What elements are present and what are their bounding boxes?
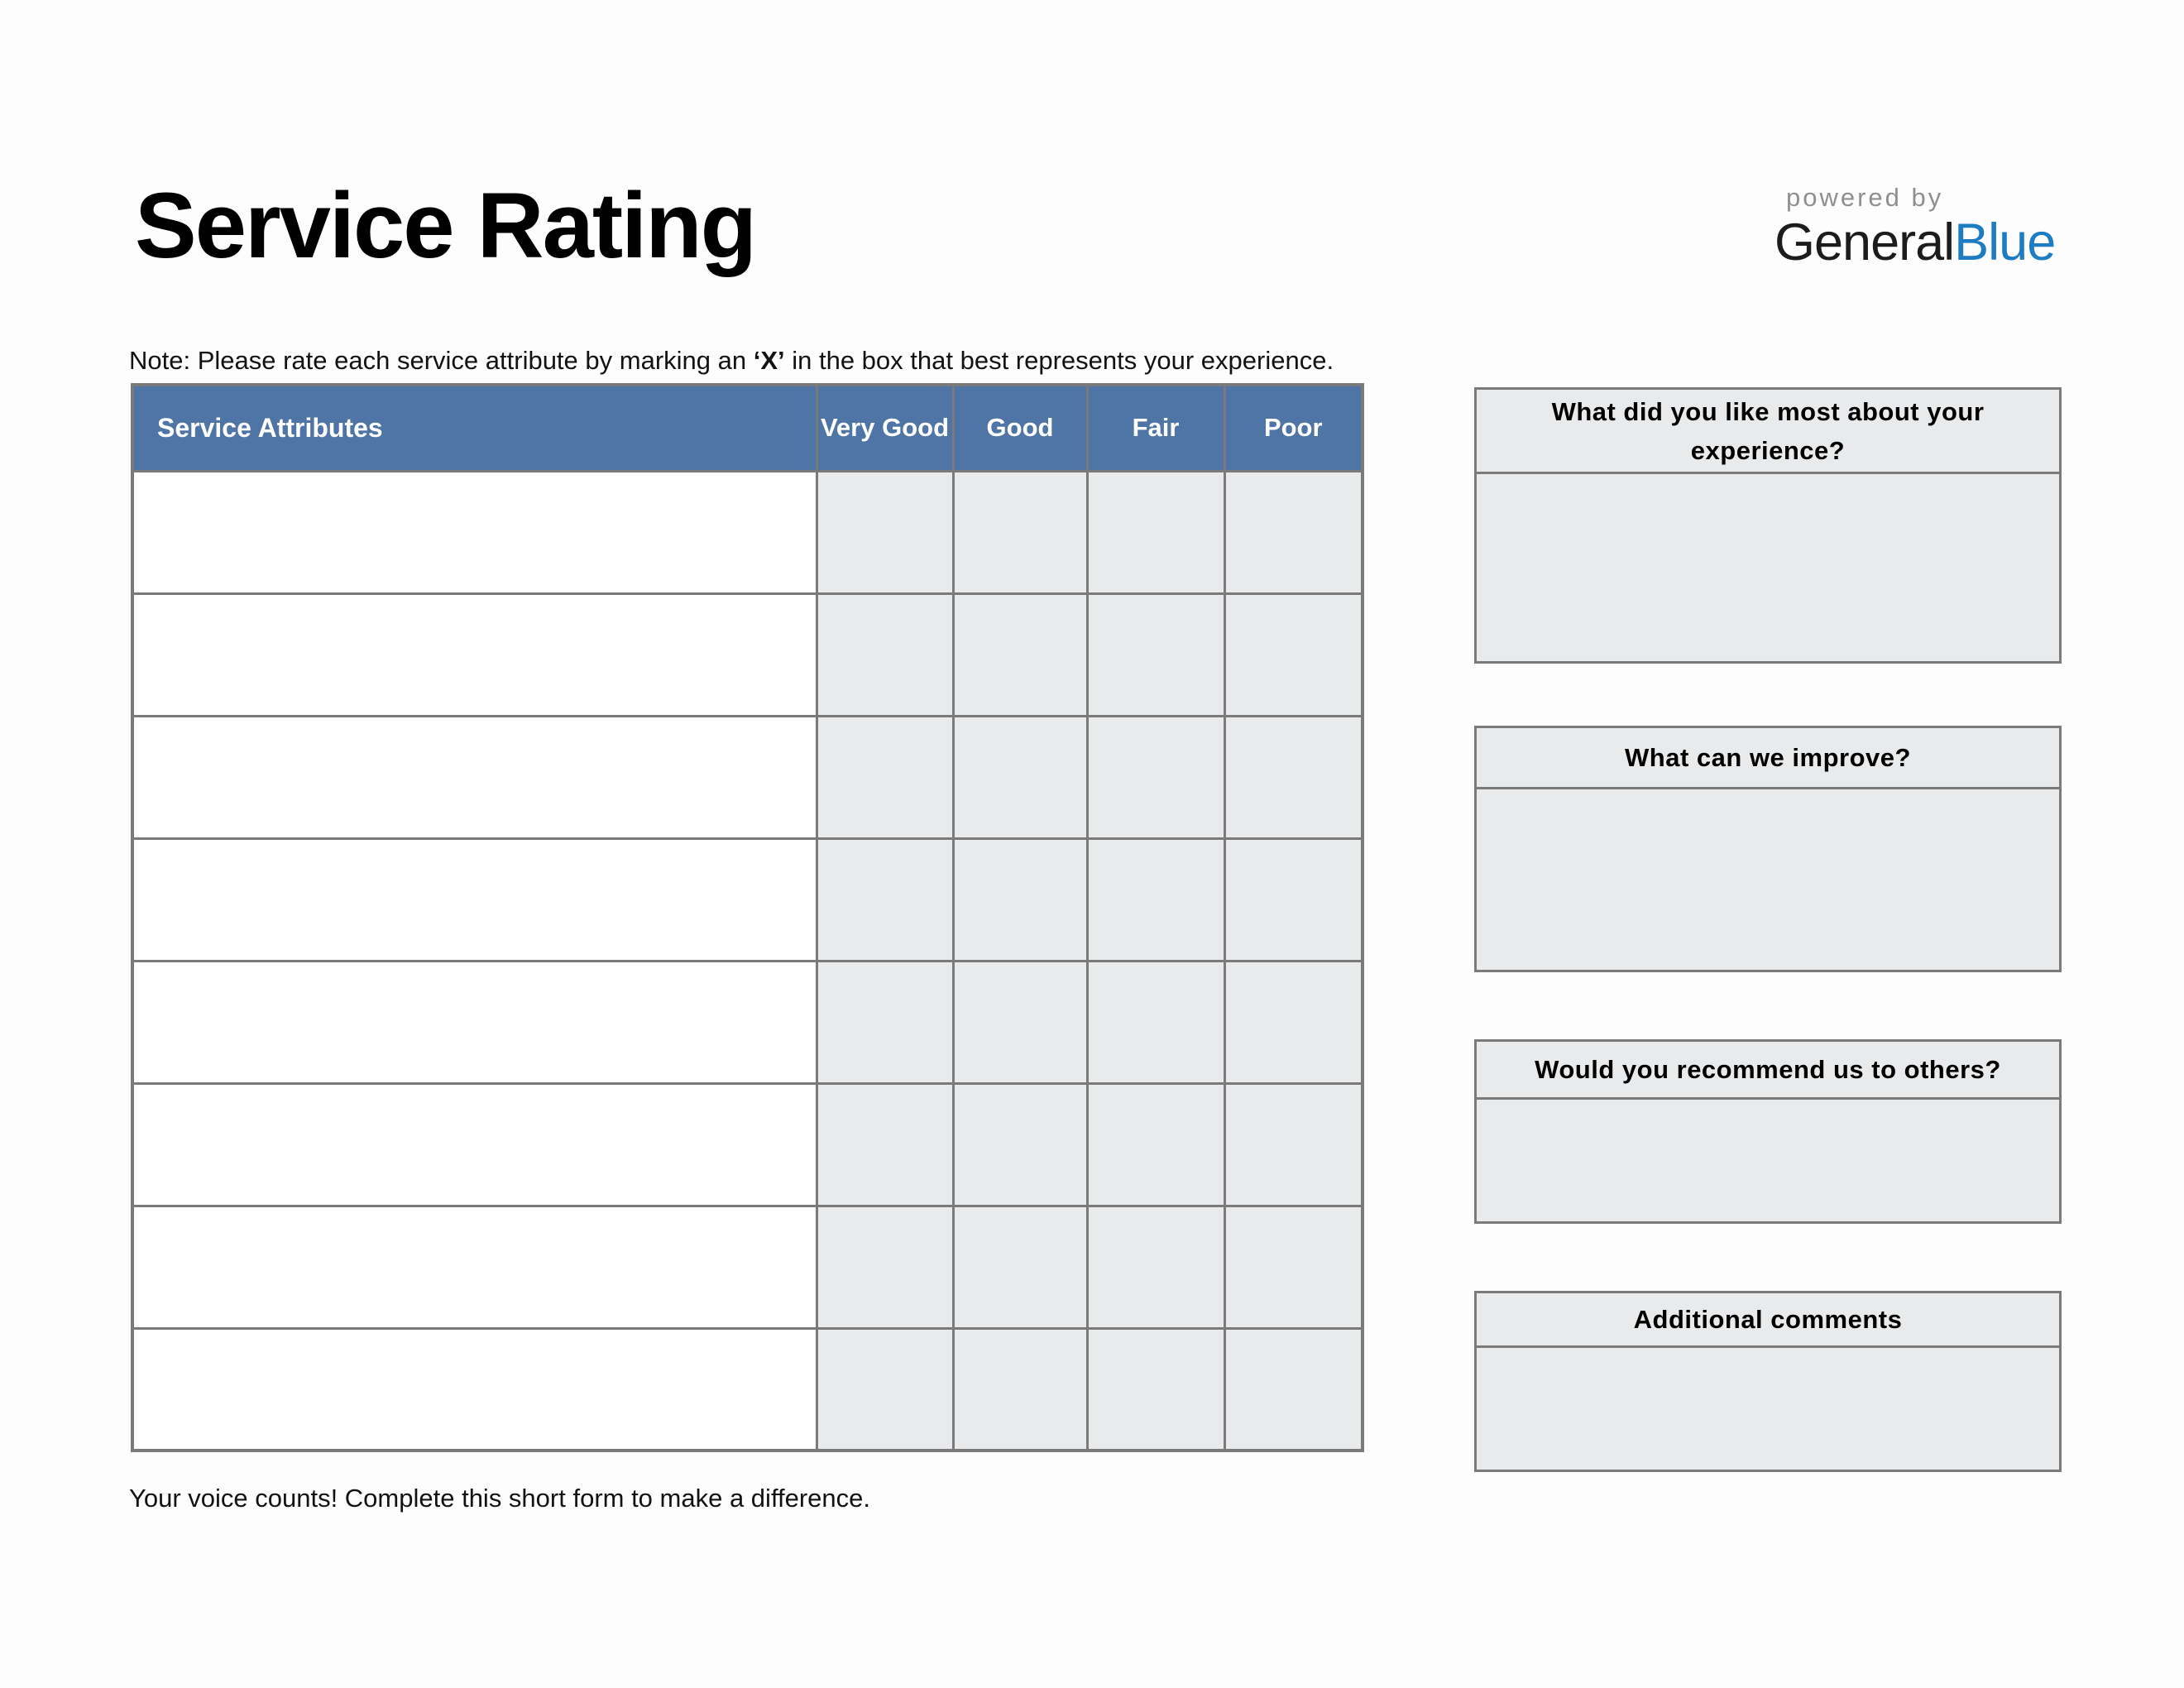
table-header-row: Service Attributes Very Good Good Fair P… — [131, 383, 1364, 472]
brand-general-text: General — [1774, 213, 1955, 271]
powered-by-label: powered by — [1786, 183, 1944, 212]
rating-cell-fair[interactable] — [1085, 714, 1226, 840]
column-header-service-attributes: Service Attributes — [131, 383, 818, 472]
general-blue-logo: powered by GeneralBlue — [1774, 183, 2056, 272]
rating-cell-fair[interactable] — [1085, 1081, 1226, 1207]
rating-cell-good[interactable] — [951, 714, 1089, 840]
rating-cell-fair[interactable] — [1085, 1204, 1226, 1330]
note-emphasis-x: ‘X’ — [753, 346, 785, 375]
rating-cell-good[interactable] — [951, 837, 1089, 962]
attribute-cell[interactable] — [131, 714, 818, 840]
rating-cell-poor[interactable] — [1223, 469, 1364, 595]
rating-cell-poor[interactable] — [1223, 714, 1364, 840]
rating-cell-poor[interactable] — [1223, 959, 1364, 1085]
table-row — [131, 1326, 1364, 1452]
rating-cell-good[interactable] — [951, 592, 1089, 717]
rating-cell-poor[interactable] — [1223, 1326, 1364, 1452]
table-row — [131, 959, 1364, 1085]
table-row — [131, 592, 1364, 717]
table-row — [131, 469, 1364, 595]
rating-cell-very-good[interactable] — [815, 959, 955, 1085]
rating-cell-fair[interactable] — [1085, 469, 1226, 595]
feedback-box-recommend: Would you recommend us to others? — [1474, 1039, 2062, 1224]
feedback-box-title: Would you recommend us to others? — [1477, 1042, 2059, 1100]
attribute-cell[interactable] — [131, 469, 818, 595]
table-row — [131, 1081, 1364, 1207]
rating-cell-poor[interactable] — [1223, 1204, 1364, 1330]
rating-cell-good[interactable] — [951, 1081, 1089, 1207]
attribute-cell[interactable] — [131, 837, 818, 962]
table-row — [131, 714, 1364, 840]
rating-cell-poor[interactable] — [1223, 592, 1364, 717]
rating-cell-good[interactable] — [951, 1204, 1089, 1330]
column-header-poor: Poor — [1223, 383, 1364, 472]
feedback-box-title: Additional comments — [1477, 1293, 2059, 1348]
attribute-cell[interactable] — [131, 1204, 818, 1330]
rating-cell-fair[interactable] — [1085, 837, 1226, 962]
rating-cell-good[interactable] — [951, 469, 1089, 595]
instruction-note: Note: Please rate each service attribute… — [129, 346, 1334, 376]
rating-cell-good[interactable] — [951, 959, 1089, 1085]
rating-cell-very-good[interactable] — [815, 592, 955, 717]
rating-cell-fair[interactable] — [1085, 592, 1226, 717]
column-header-good: Good — [951, 383, 1089, 472]
feedback-input-area[interactable] — [1477, 474, 2059, 661]
rating-cell-good[interactable] — [951, 1326, 1089, 1452]
rating-cell-very-good[interactable] — [815, 714, 955, 840]
brand-blue-text: Blue — [1954, 213, 2056, 271]
attribute-cell[interactable] — [131, 959, 818, 1085]
rating-cell-poor[interactable] — [1223, 837, 1364, 962]
note-prefix: Note: Please rate each service attribute… — [129, 346, 754, 375]
rating-cell-poor[interactable] — [1223, 1081, 1364, 1207]
rating-cell-fair[interactable] — [1085, 1326, 1226, 1452]
feedback-box-improve: What can we improve? — [1474, 726, 2062, 972]
attribute-cell[interactable] — [131, 1081, 818, 1207]
attribute-cell[interactable] — [131, 592, 818, 717]
rating-cell-very-good[interactable] — [815, 1081, 955, 1207]
page-title: Service Rating — [135, 174, 757, 277]
note-suffix: in the box that best represents your exp… — [784, 346, 1334, 375]
table-body — [131, 469, 1364, 1452]
table-row — [131, 837, 1364, 962]
feedback-box-title: What did you like most about your experi… — [1477, 390, 2059, 474]
column-header-very-good: Very Good — [815, 383, 955, 472]
feedback-input-area[interactable] — [1477, 1348, 2059, 1470]
service-rating-table: Service Attributes Very Good Good Fair P… — [131, 383, 1364, 1452]
column-header-fair: Fair — [1085, 383, 1226, 472]
rating-cell-very-good[interactable] — [815, 1326, 955, 1452]
rating-cell-fair[interactable] — [1085, 959, 1226, 1085]
footer-message: Your voice counts! Complete this short f… — [129, 1484, 871, 1513]
attribute-cell[interactable] — [131, 1326, 818, 1452]
table-row — [131, 1204, 1364, 1330]
feedback-box-liked-most: What did you like most about your experi… — [1474, 387, 2062, 664]
rating-cell-very-good[interactable] — [815, 837, 955, 962]
feedback-box-additional-comments: Additional comments — [1474, 1291, 2062, 1472]
rating-cell-very-good[interactable] — [815, 469, 955, 595]
feedback-box-title: What can we improve? — [1477, 728, 2059, 789]
feedback-input-area[interactable] — [1477, 789, 2059, 970]
brand-wordmark: GeneralBlue — [1774, 213, 2056, 271]
feedback-input-area[interactable] — [1477, 1100, 2059, 1221]
rating-cell-very-good[interactable] — [815, 1204, 955, 1330]
